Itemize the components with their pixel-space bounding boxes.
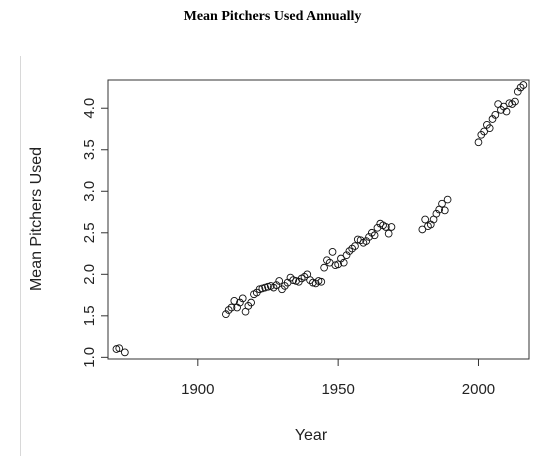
plot-box (108, 80, 529, 359)
y-tick-label: 2.5 (81, 222, 98, 243)
y-tick-label: 3.5 (81, 139, 98, 160)
x-tick-label: 2000 (462, 381, 495, 398)
data-points (113, 82, 527, 356)
y-tick-label: 1.0 (81, 347, 98, 368)
x-axis-label: Year (295, 427, 328, 444)
x-axis: 1900 1950 2000 (181, 359, 495, 398)
y-tick-label: 2.0 (81, 264, 98, 285)
x-tick-label: 1900 (181, 381, 214, 398)
data-point (321, 264, 328, 271)
y-tick-label: 4.0 (81, 98, 98, 119)
data-point (475, 139, 482, 146)
y-axis: 1.0 1.5 2.0 2.5 3.0 3.5 4.0 (81, 98, 108, 368)
data-point (444, 196, 451, 203)
data-point (385, 230, 392, 237)
x-tick-label: 1950 (321, 381, 354, 398)
y-tick-label: 3.0 (81, 181, 98, 202)
data-point (121, 349, 128, 356)
data-point (329, 248, 336, 255)
data-point (422, 216, 429, 223)
y-tick-label: 1.5 (81, 305, 98, 326)
y-axis-label: Mean Pitchers Used (28, 147, 45, 291)
